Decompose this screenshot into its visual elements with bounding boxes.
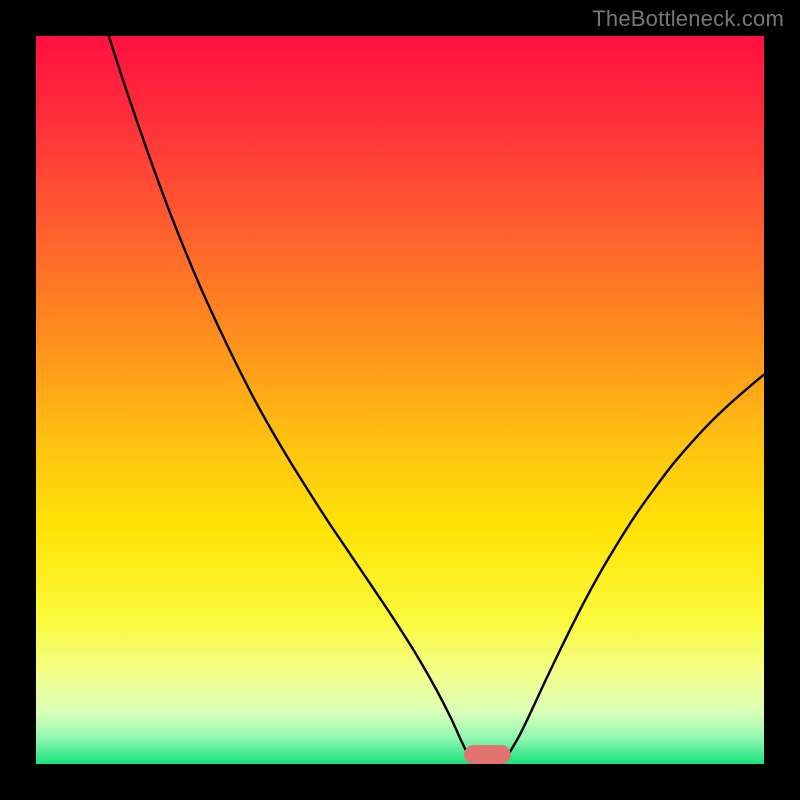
curve-layer: [36, 36, 764, 764]
watermark-text: TheBottleneck.com: [592, 6, 784, 32]
left-curve: [109, 36, 473, 764]
chart-frame: TheBottleneck.com: [0, 0, 800, 800]
valley-marker: [464, 745, 511, 764]
right-curve: [502, 375, 764, 764]
plot-area: [36, 36, 764, 764]
